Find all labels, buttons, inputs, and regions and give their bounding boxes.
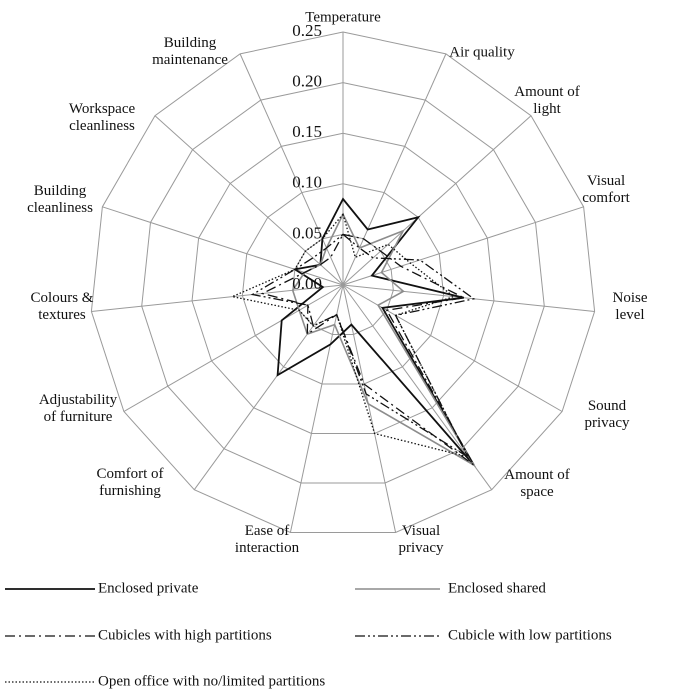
legend-label: Enclosed private	[98, 580, 199, 597]
legend-label: Enclosed shared	[448, 580, 546, 597]
axis-spoke	[123, 284, 344, 412]
grid-ring	[191, 132, 495, 434]
axis-spoke	[102, 206, 344, 286]
series-line	[291, 212, 477, 468]
category-label: Amount of space	[504, 467, 570, 500]
category-label: Building maintenance	[152, 35, 228, 68]
grid-ring	[241, 183, 445, 385]
axis-spoke	[154, 115, 344, 286]
category-label: Temperature	[305, 9, 381, 26]
category-label: Building cleanliness	[27, 183, 93, 216]
series-line	[230, 212, 470, 458]
legend-label: Cubicles with high partitions	[98, 627, 272, 644]
category-label: Ease of interaction	[234, 523, 300, 556]
axis-spoke	[91, 284, 344, 312]
r-tick-label: 0.00	[292, 274, 322, 293]
series-line	[250, 233, 476, 459]
category-label: Amount of light	[514, 84, 580, 117]
category-label: Noise level	[612, 290, 648, 323]
axis-spoke	[342, 206, 584, 286]
r-tick-label: 0.15	[292, 122, 322, 141]
axis-spoke	[342, 115, 532, 286]
category-label: Air quality	[449, 44, 515, 61]
axis-spoke	[193, 284, 344, 490]
category-label: Visual privacy	[398, 523, 444, 556]
legend-label: Cubicle with low partitions	[448, 627, 612, 644]
axis-spoke	[342, 284, 595, 312]
grid-ring	[141, 82, 545, 484]
axis-spoke	[239, 53, 344, 286]
category-label: Sound privacy	[584, 398, 630, 431]
category-label: Workspace cleanliness	[68, 101, 136, 134]
r-tick-label: 0.25	[292, 21, 322, 40]
axis-spoke	[289, 284, 344, 533]
legend-label: Open office with no/limited partitions	[98, 673, 326, 690]
r-tick-label: 0.10	[292, 173, 322, 192]
axis-spoke	[342, 53, 447, 286]
category-label: Comfort of furnishing	[96, 466, 164, 499]
grid-ring	[90, 31, 596, 533]
category-label: Visual comfort	[582, 173, 630, 206]
r-tick-label: 0.05	[292, 223, 322, 242]
category-label: Colours & textures	[30, 290, 94, 323]
category-label: Adjustability of furniture	[38, 392, 118, 425]
r-tick-label: 0.20	[292, 72, 322, 91]
